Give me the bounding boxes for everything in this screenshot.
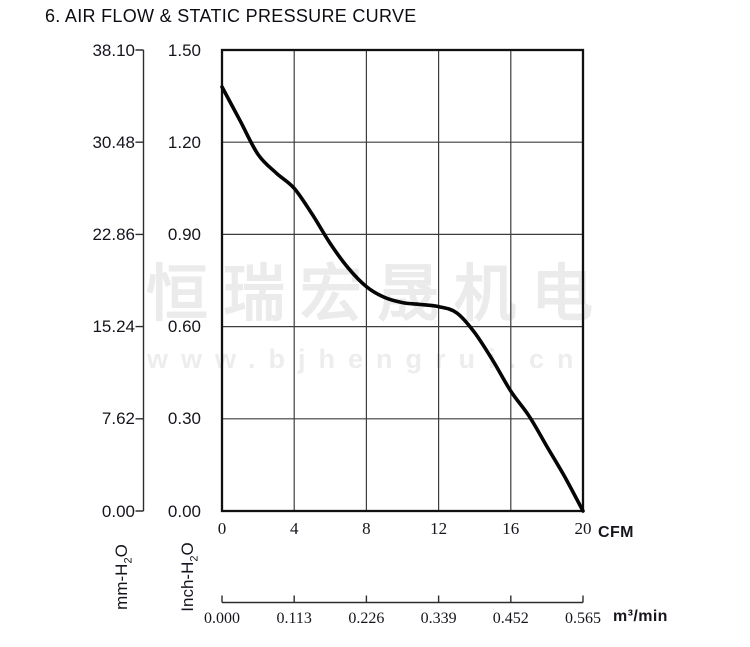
mm-h2o-label-prefix: mm-H (112, 563, 131, 610)
watermark-company-name: 恒瑞宏晟机电 (146, 257, 609, 330)
mm-h2o-label-subscript: 2 (122, 557, 135, 564)
mm-axis-bracket (135, 49, 145, 512)
watermark-website: www.bjhengrui.cn (147, 344, 587, 374)
mm-h2o-label-suffix: O (112, 544, 131, 558)
chart-title: 6. AIR FLOW & STATIC PRESSURE CURVE (45, 6, 417, 26)
inch-h2o-label-suffix: O (178, 542, 197, 556)
inch-h2o-label-subscript: 2 (188, 555, 201, 562)
static-pressure-curve (220, 85, 585, 513)
cfm-unit-label: CFM (598, 524, 634, 541)
mm-h2o-axis-label: mm-H2O (111, 517, 135, 637)
grid-lines (222, 50, 583, 511)
m3min-axis-bracket (221, 595, 584, 604)
inch-h2o-axis-label: Inch-H2O (177, 517, 201, 637)
m3min-unit-label: m³/min (613, 608, 668, 625)
inch-h2o-label-prefix: Inch-H (178, 561, 197, 612)
plot-border (220, 48, 585, 513)
